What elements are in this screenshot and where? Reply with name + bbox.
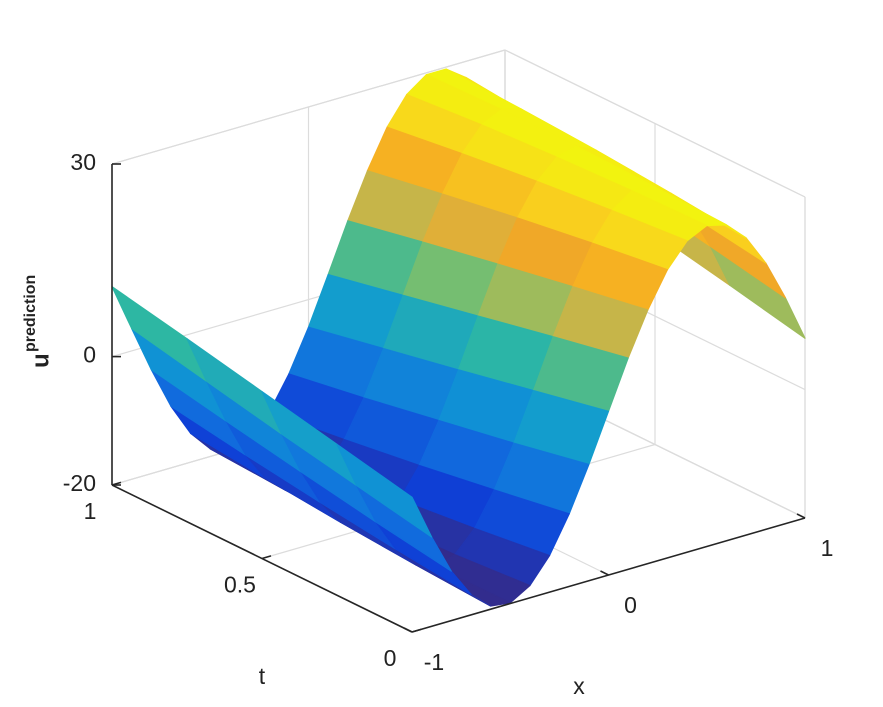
z-tick-label: -20	[63, 470, 96, 496]
x-tick	[403, 627, 413, 633]
x-tick-label: 0	[624, 592, 637, 618]
y-tick	[261, 555, 272, 560]
x-tick-label: -1	[424, 649, 444, 675]
z-axis-label: u prediction	[22, 275, 54, 368]
surface	[111, 68, 806, 607]
z-axis-label-base: u	[27, 353, 54, 368]
axes: -20 0 30 0 0.5 1 -1 0 1	[63, 149, 834, 675]
y-tick-label: 1	[84, 498, 97, 524]
y-tick-label: 0	[384, 645, 397, 671]
z-axis-label-superscript: prediction	[22, 275, 39, 352]
y-axis-label: t	[259, 663, 266, 689]
y-tick-label: 0.5	[224, 572, 256, 598]
x-tick	[796, 513, 806, 519]
y-tick	[411, 628, 422, 633]
z-tick-label: 0	[83, 342, 96, 368]
surface-cell	[336, 443, 433, 538]
x-tick	[600, 570, 609, 576]
z-tick-label: 30	[70, 149, 96, 175]
x-tick-label: 1	[821, 535, 834, 561]
y-tick	[111, 481, 122, 486]
x-axis-label: x	[573, 673, 585, 699]
